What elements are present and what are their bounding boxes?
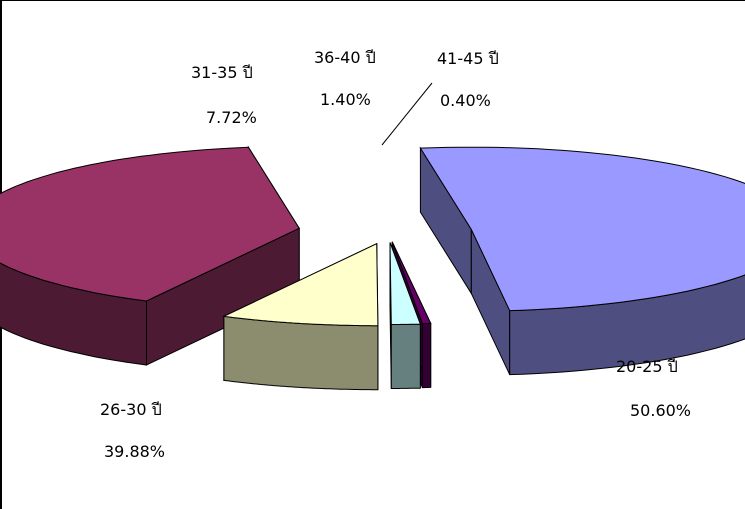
pie-slice-36-40 — [389, 242, 421, 389]
pie-slice-31-35 — [222, 242, 379, 391]
leader-line-41-45 — [381, 82, 433, 146]
slice-outer-wall — [0, 262, 147, 366]
slice-top-face — [222, 242, 379, 327]
slice-label-20-25: 20-25 ปี — [616, 357, 678, 376]
slice-value-26-30: 39.88% — [104, 442, 165, 461]
slice-top-face — [0, 146, 300, 302]
slice-value-20-25: 50.60% — [630, 401, 691, 420]
slice-outer-wall — [390, 323, 421, 389]
slice-top-face — [391, 241, 432, 325]
slice-value-36-40: 1.40% — [320, 90, 371, 109]
slice-label-26-30: 26-30 ปี — [100, 400, 162, 419]
slice-label-41-45: 41-45 ปี — [437, 49, 499, 68]
slice-label-31-35: 31-35 ปี — [191, 63, 253, 82]
slice-outer-wall — [223, 315, 379, 391]
slice-outer-wall — [421, 322, 432, 389]
leader-lines — [381, 82, 433, 146]
slice-value-31-35: 7.72% — [206, 108, 257, 127]
pie-slice-26-30 — [0, 145, 300, 366]
pie-slices — [0, 145, 745, 391]
pie-slice-20-25 — [419, 146, 745, 376]
slice-value-41-45: 0.40% — [440, 91, 491, 110]
slice-label-36-40: 36-40 ปี — [314, 48, 376, 67]
slice-top-face — [389, 242, 421, 325]
slice-top-face — [419, 146, 745, 312]
